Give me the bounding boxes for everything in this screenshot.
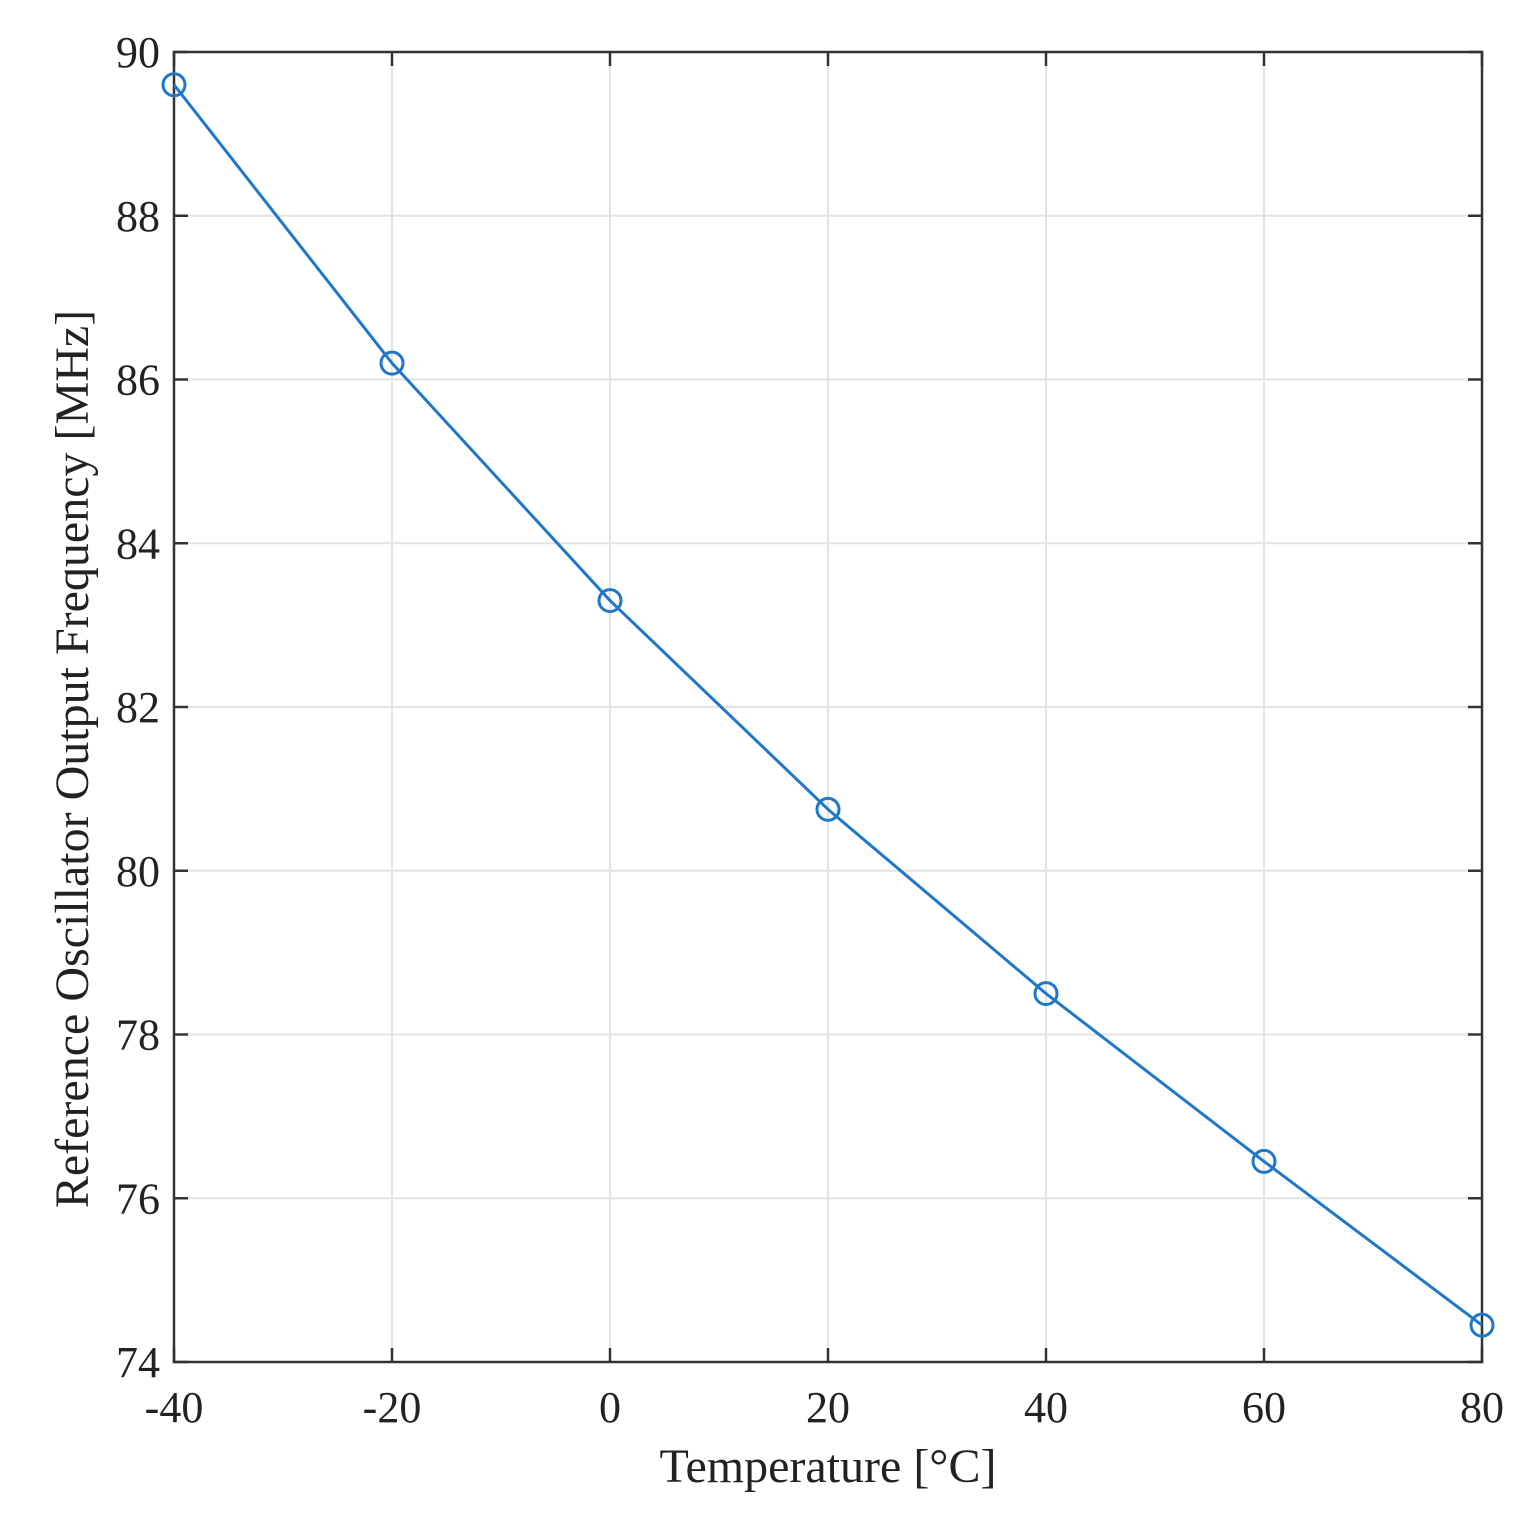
y-tick-label: 86 <box>116 356 160 405</box>
grid <box>173 51 1483 1363</box>
x-tick-label: 40 <box>1024 1383 1068 1432</box>
y-tick-label: 74 <box>116 1338 160 1387</box>
y-tick-label: 76 <box>116 1174 160 1223</box>
x-tick-label: -20 <box>363 1383 422 1432</box>
data-point <box>1251 1148 1277 1174</box>
y-tick-label: 78 <box>116 1011 160 1060</box>
series-line <box>172 83 1483 1327</box>
x-tick-label: -40 <box>145 1383 204 1432</box>
y-tick-label: 90 <box>116 28 160 77</box>
y-tick-label: 82 <box>116 683 160 732</box>
y-axis-ticks: 74 76 78 80 82 84 86 88 90 <box>116 28 160 1387</box>
x-tick-label: 20 <box>806 1383 850 1432</box>
x-tick-label: 0 <box>599 1383 621 1432</box>
y-tick-label: 84 <box>116 519 160 568</box>
x-axis-ticks: -40 -20 0 20 40 60 80 <box>145 1383 1504 1432</box>
data-point <box>161 72 187 98</box>
y-axis-label: Reference Oscillator Output Frequency [M… <box>46 310 99 1208</box>
data-point <box>1469 1312 1495 1338</box>
y-tick-label: 88 <box>116 192 160 241</box>
data-point <box>815 796 841 822</box>
series <box>161 72 1495 1338</box>
data-point <box>597 588 623 614</box>
tick-marks <box>172 50 1484 1364</box>
x-axis-label: Temperature [°C] <box>659 1440 996 1493</box>
data-point <box>1033 981 1059 1007</box>
x-tick-label: 80 <box>1460 1383 1504 1432</box>
x-tick-label: 60 <box>1242 1383 1286 1432</box>
data-point <box>379 350 405 376</box>
y-tick-label: 80 <box>116 847 160 896</box>
